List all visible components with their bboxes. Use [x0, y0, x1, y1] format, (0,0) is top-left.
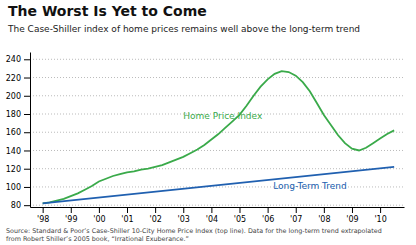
subtitle: The Case-Shiller index of home prices re… — [7, 24, 360, 34]
x-tick-mark — [380, 207, 381, 213]
y-tick: 160 — [6, 128, 30, 137]
y-axis-line — [30, 53, 31, 208]
grid-line — [30, 168, 404, 169]
x-tick-mark — [127, 207, 128, 213]
x-axis: '98 '99 '00 '01 '02 '03 '04 '05 '06 '07 '08 '09 '10 — [31, 207, 405, 224]
x-tick-label: '07 — [290, 215, 302, 224]
y-tick: 240 — [6, 55, 30, 64]
x-tick: '99 — [65, 207, 77, 224]
grid — [30, 59, 404, 205]
x-tick-mark — [43, 207, 44, 213]
y-tick-label: 200 — [6, 92, 21, 101]
x-tick: '98 — [37, 207, 49, 224]
line — [43, 167, 395, 203]
x-tick-label: '00 — [93, 215, 105, 224]
x-axis-line — [31, 207, 405, 208]
x-tick-label: '01 — [121, 215, 133, 224]
y-tick: 220 — [6, 74, 30, 83]
y-tick-mark — [24, 114, 30, 115]
line — [43, 71, 395, 203]
y-tick-mark — [24, 187, 30, 188]
annotations: Home Price Index Long-Term Trend — [183, 111, 347, 191]
grid-line — [30, 150, 404, 151]
grid-line — [30, 186, 404, 187]
x-tick-mark — [155, 207, 156, 213]
x-tick: '00 — [93, 207, 105, 224]
x-tick-label: '98 — [37, 215, 49, 224]
x-tick-label: '08 — [318, 215, 330, 224]
y-tick-mark — [24, 59, 30, 60]
y-tick-label: 180 — [6, 110, 21, 119]
y-tick-label: 140 — [6, 147, 21, 156]
x-tick: '01 — [121, 207, 133, 224]
x-tick-label: '02 — [149, 215, 161, 224]
x-tick: '08 — [318, 207, 330, 224]
title: The Worst Is Yet to Come — [8, 3, 207, 19]
grid-line — [30, 59, 404, 60]
x-tick-label: '06 — [262, 215, 274, 224]
y-tick-label: 80 — [11, 201, 21, 210]
x-tick-mark — [352, 207, 353, 213]
x-tick: '03 — [178, 207, 190, 224]
y-tick-mark — [24, 169, 30, 170]
y-tick-label: 240 — [6, 55, 21, 64]
grid-line — [30, 77, 404, 78]
x-tick: '10 — [374, 207, 386, 224]
x-tick-label: '09 — [346, 215, 358, 224]
x-tick: '02 — [149, 207, 161, 224]
x-tick-label: '03 — [178, 215, 190, 224]
y-tick: 80 — [11, 201, 30, 210]
y-tick: 180 — [6, 110, 30, 119]
y-tick-label: 120 — [6, 165, 21, 174]
y-tick-mark — [24, 132, 30, 133]
x-tick-label: '10 — [374, 215, 386, 224]
x-tick-label: '04 — [206, 215, 218, 224]
x-tick-label: '05 — [234, 215, 246, 224]
x-tick-mark — [268, 207, 269, 213]
x-tick-mark — [324, 207, 325, 213]
x-tick-mark — [211, 207, 212, 213]
chart: The Worst Is Yet to Come The Case-Shiller… — [0, 0, 416, 245]
x-tick: '06 — [262, 207, 274, 224]
x-tick: '04 — [206, 207, 218, 224]
y-tick: 200 — [6, 92, 30, 101]
x-tick: '07 — [290, 207, 302, 224]
source: Source: Standard & Poor’s Case-Shiller 1… — [6, 227, 382, 243]
x-tick-mark — [296, 207, 297, 213]
x-tick-mark — [71, 207, 72, 213]
y-tick-mark — [24, 96, 30, 97]
x-tick-label: '99 — [65, 215, 77, 224]
x-tick-mark — [99, 207, 100, 213]
y-tick: 140 — [6, 147, 30, 156]
y-tick-label: 160 — [6, 128, 21, 137]
grid-line — [30, 95, 404, 96]
y-tick: 100 — [6, 183, 30, 192]
x-tick: '05 — [234, 207, 246, 224]
line-label: Long-Term Trend — [273, 181, 347, 191]
line-label: Home Price Index — [183, 111, 263, 121]
x-tick: '09 — [346, 207, 358, 224]
y-tick-mark — [24, 78, 30, 79]
y-axis: 80 100 120 140 160 180 200 220 240 — [6, 53, 31, 211]
x-tick-mark — [183, 207, 184, 213]
grid-line — [30, 205, 404, 206]
plot: '98 '99 '00 '01 '02 '03 '04 '05 '06 '07 '08 '09 '10 8… — [6, 53, 405, 224]
grid-line — [30, 132, 404, 133]
y-tick-label: 220 — [6, 74, 21, 83]
lines — [43, 71, 395, 203]
y-tick-label: 100 — [6, 183, 21, 192]
y-tick-mark — [24, 205, 30, 206]
y-tick-mark — [24, 150, 30, 151]
x-tick-mark — [239, 207, 240, 213]
y-tick: 120 — [6, 165, 30, 174]
